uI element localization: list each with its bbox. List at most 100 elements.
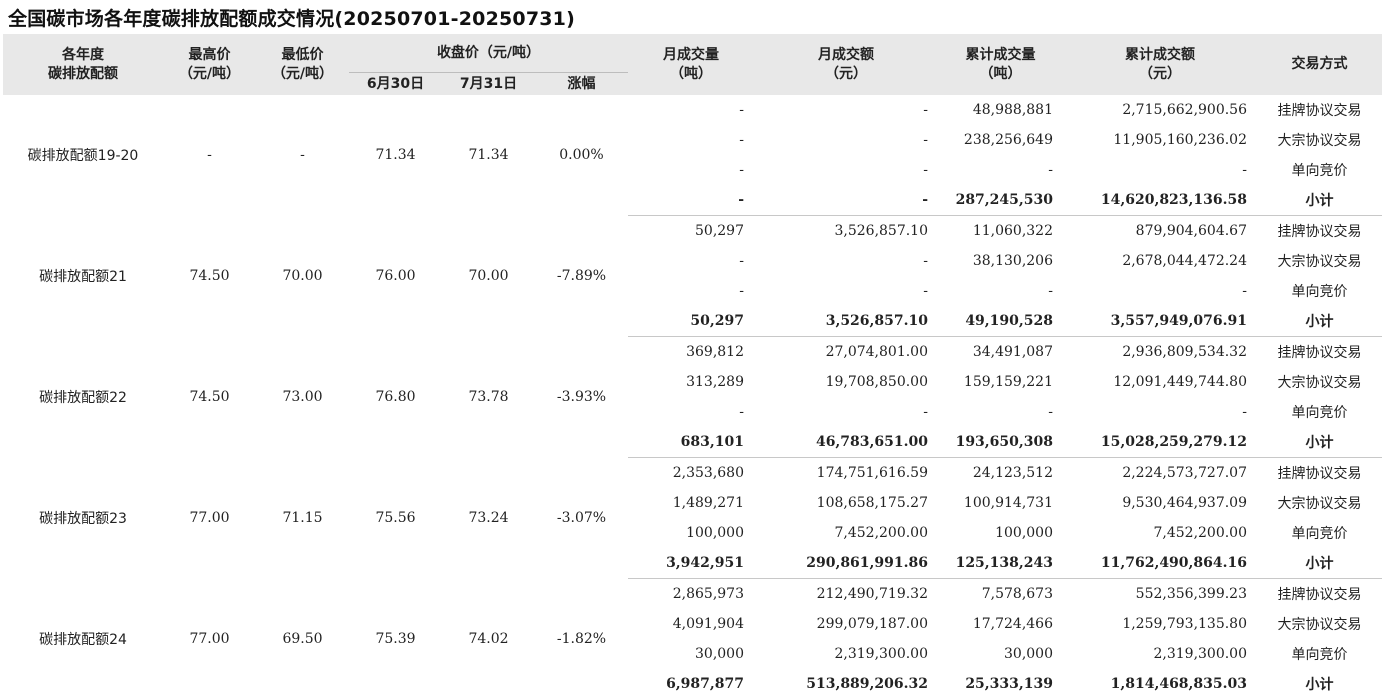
cum-volume: - — [1048, 404, 1053, 420]
month-amount: 46,783,651.00 — [754, 427, 938, 458]
header-cum-volume-line2: （吨） — [979, 65, 1022, 82]
table-row: 50,297 3,526,857.10 49,190,528 3,557,949,07… — [3, 306, 1382, 337]
trade-method: 小计 — [1257, 427, 1382, 458]
table-row: - - - - 单向竞价 — [3, 155, 1382, 185]
price-change: -3.93% — [556, 389, 607, 405]
month-volume: 683,101 — [628, 427, 754, 458]
month-volume: 6,987,877 — [666, 676, 744, 692]
cum-volume: 24,123,512 — [972, 465, 1053, 481]
cum-amount: - — [1242, 283, 1247, 299]
low-price: - — [300, 147, 305, 164]
month-volume: 313,289 — [686, 374, 744, 390]
month-amount: - — [923, 253, 928, 269]
close-jun30: 76.00 — [375, 268, 416, 284]
header-month-volume-line1: 月成交量 — [663, 46, 719, 63]
month-volume: 1,489,271 — [672, 495, 744, 511]
header-allowance-line1: 各年度 — [62, 46, 104, 63]
trade-method: 单向竞价 — [1291, 647, 1348, 663]
cum-volume: 30,000 — [1004, 646, 1053, 662]
month-volume: 3,942,951 — [628, 548, 754, 579]
header-close-jun30: 6月30日 — [349, 72, 442, 95]
trade-method: 小计 — [1257, 185, 1382, 216]
month-volume: 100,000 — [686, 525, 744, 541]
trade-method: 挂牌协议交易 — [1277, 224, 1362, 240]
month-amount: 212,490,719.32 — [816, 586, 928, 602]
header-close-jul31: 7月31日 — [442, 72, 535, 95]
cum-volume: 34,491,087 — [972, 344, 1053, 360]
high-price: 77.00 — [189, 630, 230, 647]
allowance-trading-table: 各年度 碳排放配额 最高价 （元/吨） 最低价 （元/吨） 收盘价（元/吨） 月… — [3, 34, 1382, 699]
trade-method: 挂牌协议交易 — [1277, 587, 1362, 603]
month-amount: - — [923, 162, 928, 178]
price-change: -1.82% — [556, 630, 607, 647]
month-amount: 299,079,187.00 — [816, 616, 928, 632]
price-change: 0.00% — [559, 147, 604, 164]
month-amount: - — [923, 283, 928, 299]
month-amount: 7,452,200.00 — [834, 525, 928, 541]
page-title: 全国碳市场各年度碳排放配额成交情况(20250701-20250731) — [8, 8, 575, 30]
price-change: -7.89% — [556, 268, 607, 284]
month-volume: - — [739, 404, 744, 420]
header-cum-amount: 累计成交额 （元） — [1063, 34, 1257, 95]
table-row: 碳排放配额24 77.00 69.50 75.39 74.02 -1.82% 2,865,9… — [3, 579, 1382, 648]
table-row: 683,101 46,783,651.00 193,650,308 15,028,25… — [3, 427, 1382, 458]
cum-amount: 879,904,604.67 — [1135, 223, 1247, 239]
month-amount: 174,751,616.59 — [816, 465, 928, 481]
header-low-price: 最低价 （元/吨） — [256, 34, 349, 95]
month-volume: - — [739, 162, 744, 178]
month-volume: 2,865,973 — [672, 586, 744, 602]
trade-method: 大宗协议交易 — [1277, 375, 1362, 391]
close-jul31: 73.24 — [468, 510, 509, 526]
table-row: 1,489,271 108,658,175.27 100,914,731 9,530,… — [3, 488, 1382, 518]
low-price: 71.15 — [282, 510, 323, 526]
cum-amount: 2,715,662,900.56 — [1122, 102, 1247, 118]
trade-method: 大宗协议交易 — [1277, 617, 1362, 633]
header-cum-amount-line1: 累计成交额 — [1125, 46, 1195, 63]
table-row: - - 238,256,649 11,905,160,236.02 大宗协议交易 — [3, 125, 1382, 155]
cum-amount: 3,557,949,076.91 — [1063, 306, 1257, 337]
trade-method: 单向竞价 — [1291, 163, 1348, 179]
cum-amount: - — [1242, 404, 1247, 420]
allowance-name: 碳排放配额22 — [39, 390, 127, 406]
header-low-line2: （元/吨） — [271, 65, 334, 82]
cum-volume: 7,578,673 — [981, 586, 1053, 602]
month-volume: - — [628, 185, 754, 216]
month-volume: - — [739, 283, 744, 299]
month-amount: 108,658,175.27 — [816, 495, 928, 511]
header-cum-volume: 累计成交量 （吨） — [938, 34, 1063, 95]
cum-volume: 193,650,308 — [938, 427, 1063, 458]
trade-method: 小计 — [1305, 677, 1334, 693]
cum-volume: 287,245,530 — [938, 185, 1063, 216]
month-amount: 3,526,857.10 — [754, 306, 938, 337]
cum-volume: 100,000 — [995, 525, 1053, 541]
month-volume: 4,091,904 — [672, 616, 744, 632]
cum-volume: 159,159,221 — [963, 374, 1053, 390]
header-allowance: 各年度 碳排放配额 — [3, 34, 163, 95]
month-volume: 369,812 — [686, 344, 744, 360]
cum-amount: 12,091,449,744.80 — [1113, 374, 1247, 390]
close-jun30: 71.34 — [375, 147, 416, 164]
cum-volume: - — [1048, 162, 1053, 178]
month-volume: - — [739, 102, 744, 118]
trade-method: 挂牌协议交易 — [1277, 345, 1362, 361]
month-amount: 27,074,801.00 — [825, 344, 928, 360]
header-high-line1: 最高价 — [188, 46, 231, 63]
low-price: 70.00 — [282, 268, 323, 284]
trade-method: 小计 — [1257, 306, 1382, 337]
cum-amount: 1,814,468,835.03 — [1110, 676, 1247, 692]
cum-amount: 1,259,793,135.80 — [1122, 616, 1247, 632]
table-row: - - - - 单向竞价 — [3, 276, 1382, 306]
close-jun30: 75.56 — [375, 510, 416, 526]
cum-amount: 2,224,573,727.07 — [1122, 465, 1247, 481]
cum-volume: 49,190,528 — [938, 306, 1063, 337]
header-month-amount-line2: （元） — [825, 65, 867, 82]
cum-volume: 125,138,243 — [938, 548, 1063, 579]
cum-amount: 11,905,160,236.02 — [1113, 132, 1247, 148]
cum-amount: 9,530,464,937.09 — [1122, 495, 1247, 511]
cum-volume: 25,333,139 — [965, 676, 1053, 692]
header-month-amount-line1: 月成交额 — [818, 46, 874, 63]
header-allowance-line2: 碳排放配额 — [48, 65, 118, 82]
table-row: 碳排放配额22 74.50 73.00 76.80 73.78 -3.93% 369,812… — [3, 337, 1382, 406]
month-volume: 2,353,680 — [672, 465, 744, 481]
allowance-name: 碳排放配额24 — [39, 631, 127, 648]
